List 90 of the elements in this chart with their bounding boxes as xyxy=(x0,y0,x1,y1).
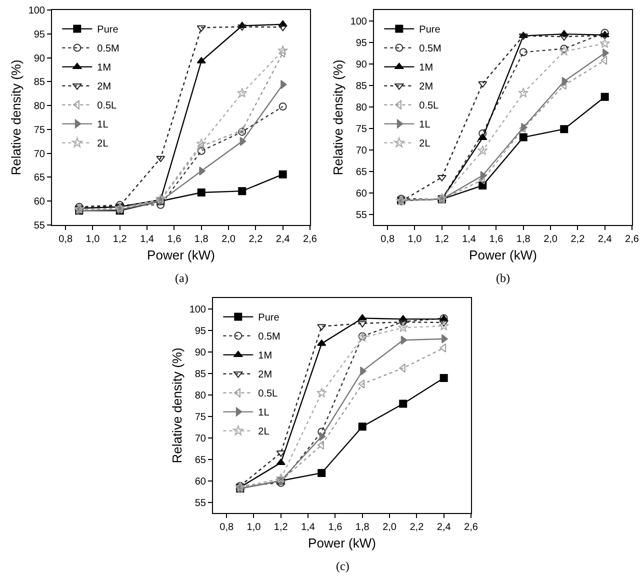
x-tick-label: 1,2 xyxy=(434,234,450,245)
x-tick-label: 2,4 xyxy=(598,234,612,245)
x-tick-label: 2,0 xyxy=(544,234,558,245)
y-tick-label: 80 xyxy=(194,390,206,402)
x-tick-label: 1,8 xyxy=(516,234,531,245)
legend-label: 2L xyxy=(419,138,431,150)
x-tick-label: 0,8 xyxy=(58,234,73,245)
x-tick-label: 2,2 xyxy=(410,522,424,533)
legend-label: 1L xyxy=(258,408,270,419)
y-tick-label: 100 xyxy=(189,304,206,316)
y-tick-label: 75 xyxy=(194,412,206,423)
x-tick-label: 2,2 xyxy=(248,234,264,245)
x-tick-label: 1,8 xyxy=(355,522,370,533)
x-tick-label: 0,8 xyxy=(220,522,234,533)
legend-label: 2M xyxy=(419,82,434,93)
y-tick-label: 85 xyxy=(34,77,46,88)
y-tick-label: 55 xyxy=(356,210,368,221)
legend-label: 1L xyxy=(97,120,109,131)
legend-label: 1M xyxy=(258,350,272,362)
x-axis-title: Power (kW) xyxy=(147,248,215,263)
x-tick-label: 2,6 xyxy=(625,234,640,245)
x-tick-label: 2,2 xyxy=(570,234,586,245)
x-axis-title: Power (kW) xyxy=(469,248,537,263)
x-tick-label: 1,4 xyxy=(462,234,476,245)
y-tick-label: 65 xyxy=(34,172,46,184)
x-tick-label: 2,0 xyxy=(382,522,397,533)
legend-label: 2M xyxy=(258,370,272,381)
y-axis-title: Relative density (%) xyxy=(8,60,24,176)
legend-label: 0.5L xyxy=(97,100,118,112)
x-tick-label: 2,4 xyxy=(436,522,452,533)
legend-label: Pure xyxy=(419,24,441,36)
y-tick-label: 80 xyxy=(34,101,46,112)
x-tick-label: 1,4 xyxy=(140,234,154,245)
y-tick-label: 95 xyxy=(34,29,46,40)
legend-label: 0.5L xyxy=(419,100,440,112)
legend-label: 1M xyxy=(419,62,434,74)
x-tick-label: 1,0 xyxy=(86,234,100,245)
y-tick-label: 55 xyxy=(34,220,46,232)
x-tick-label: 1,6 xyxy=(328,522,343,533)
text: (a) xyxy=(175,271,188,285)
x-tick-label: 2,0 xyxy=(222,234,236,245)
y-tick-label: 75 xyxy=(34,124,46,136)
x-axis-title: Power (kW) xyxy=(308,536,376,551)
y-tick-label: 60 xyxy=(356,188,368,200)
legend-label: 0.5L xyxy=(258,388,278,400)
legend-label: Pure xyxy=(97,24,119,36)
x-tick-label: 1,8 xyxy=(194,234,209,245)
x-tick-label: 1,0 xyxy=(408,234,422,245)
x-tick-label: 0,8 xyxy=(380,234,395,245)
y-axis-title: Relative density (%) xyxy=(330,60,346,176)
y-tick-label: 95 xyxy=(356,38,368,49)
x-tick-label: 1,2 xyxy=(112,234,128,245)
y-tick-label: 100 xyxy=(28,6,46,16)
y-tick-label: 85 xyxy=(194,368,206,380)
legend-label: 0.5M xyxy=(97,44,120,55)
y-tick-label: 70 xyxy=(34,148,46,160)
y-tick-label: 90 xyxy=(194,347,206,358)
x-tick-label: 2,6 xyxy=(303,234,318,245)
y-tick-label: 85 xyxy=(356,80,368,92)
y-axis-title: Relative density (%) xyxy=(169,348,184,464)
legend-label: 2L xyxy=(97,138,109,150)
text: (b) xyxy=(496,271,510,285)
y-tick-label: 100 xyxy=(350,16,368,28)
y-tick-label: 65 xyxy=(194,454,206,466)
y-tick-label: 70 xyxy=(356,145,368,156)
x-tick-label: 1,2 xyxy=(274,522,288,533)
legend-label: 1M xyxy=(97,62,112,74)
y-tick-label: 75 xyxy=(356,124,368,135)
text: (c) xyxy=(336,559,350,573)
y-tick-label: 90 xyxy=(34,53,46,64)
x-tick-label: 1,6 xyxy=(167,234,182,245)
y-tick-label: 60 xyxy=(34,196,46,208)
y-tick-label: 55 xyxy=(194,498,206,509)
x-tick-label: 2,4 xyxy=(276,234,290,245)
legend-label: Pure xyxy=(258,312,280,324)
x-tick-label: 2,6 xyxy=(464,522,478,533)
legend-label: 2M xyxy=(97,82,112,93)
x-tick-label: 1,4 xyxy=(301,522,316,533)
legend-label: 0.5M xyxy=(258,332,280,343)
y-tick-label: 70 xyxy=(194,433,206,444)
legend-label: 0.5M xyxy=(419,44,442,55)
x-tick-label: 1,6 xyxy=(489,234,504,245)
y-tick-label: 60 xyxy=(194,476,206,488)
y-tick-label: 90 xyxy=(356,59,368,70)
legend-label: 1L xyxy=(419,120,431,131)
legend-label: 2L xyxy=(258,426,270,438)
y-tick-label: 80 xyxy=(356,102,368,114)
x-tick-label: 1,0 xyxy=(246,522,262,533)
y-tick-label: 65 xyxy=(356,166,368,178)
y-tick-label: 95 xyxy=(194,326,206,337)
